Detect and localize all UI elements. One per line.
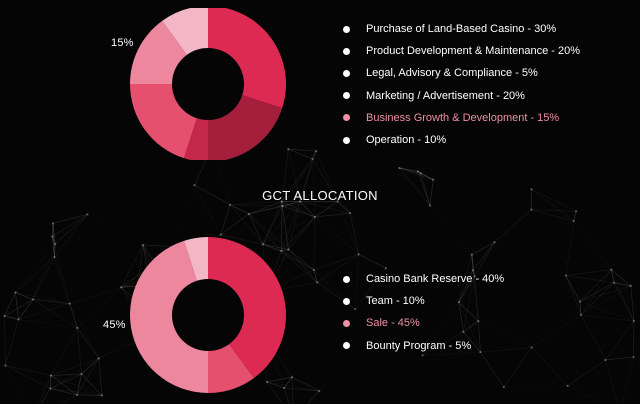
legend-item-label: Marketing / Advertisement - 20% — [366, 89, 525, 102]
legend-item: Product Development & Maintenance - 20% — [343, 40, 580, 62]
section-title: GCT ALLOCATION — [262, 188, 378, 203]
donut-1-slice-4 — [130, 84, 197, 159]
legend-item: Team - 10% — [343, 290, 504, 312]
legend-item: Legal, Advisory & Compliance - 5% — [343, 62, 580, 84]
legend-item-label: Casino Bank Reserve - 40% — [366, 273, 505, 286]
legend-item: Purchase of Land-Based Casino - 30% — [343, 18, 580, 40]
bullet-dot-icon — [343, 319, 350, 327]
donut-2-legend: Casino Bank Reserve - 40% Team - 10% Sale … — [343, 268, 504, 357]
donut-2-slice-4 — [183, 237, 208, 281]
bullet-dot-icon — [343, 114, 350, 122]
legend-item-label: Product Development & Maintenance - 20% — [366, 45, 581, 58]
bullet-dot-icon — [343, 297, 350, 305]
donut-2-slice-2 — [208, 344, 254, 393]
donut-1-slice-3 — [183, 118, 208, 160]
bullet-dot-icon — [343, 342, 350, 350]
allocation-donut-chart-2 — [130, 237, 286, 393]
legend-item: Business Growth & Development - 15% — [343, 107, 580, 129]
legend-item-label: Business Growth & Development - 15% — [366, 111, 560, 124]
donut-1-legend: Purchase of Land-Based Casino - 30% Produ… — [343, 18, 580, 151]
legend-item: Sale - 45% — [343, 312, 504, 334]
allocation-donut-chart-1 — [130, 8, 286, 160]
bullet-dot-icon — [343, 69, 350, 77]
legend-item-label: Bounty Program - 5% — [366, 339, 472, 352]
donut-1-slice-6 — [162, 8, 208, 55]
legend-item: Bounty Program - 5% — [343, 335, 504, 357]
legend-item: Casino Bank Reserve - 40% — [343, 268, 504, 290]
legend-item-label: Operation - 10% — [366, 134, 447, 147]
bullet-dot-icon — [343, 136, 350, 144]
legend-item-label: Sale - 45% — [366, 317, 420, 330]
bullet-dot-icon — [343, 92, 350, 100]
legend-item: Marketing / Advertisement - 20% — [343, 85, 580, 107]
legend-item-label: Purchase of Land-Based Casino - 30% — [366, 23, 557, 36]
donut-1-slice-2 — [208, 95, 283, 160]
donut-1-slice-1 — [208, 8, 286, 109]
legend-item: Operation - 10% — [343, 129, 580, 151]
bullet-dot-icon — [343, 47, 350, 55]
bullet-dot-icon — [343, 275, 350, 283]
donut-2-slice-3 — [130, 240, 208, 393]
legend-item-label: Team - 10% — [366, 295, 425, 308]
legend-item-label: Legal, Advisory & Compliance - 5% — [366, 67, 538, 80]
donut-1-callout-label: 15% — [111, 37, 134, 49]
donut-2-callout-label: 45% — [103, 319, 126, 331]
donut-2-slice-1 — [208, 237, 286, 379]
bullet-dot-icon — [343, 25, 350, 33]
donut-1-slice-5 — [130, 20, 187, 84]
